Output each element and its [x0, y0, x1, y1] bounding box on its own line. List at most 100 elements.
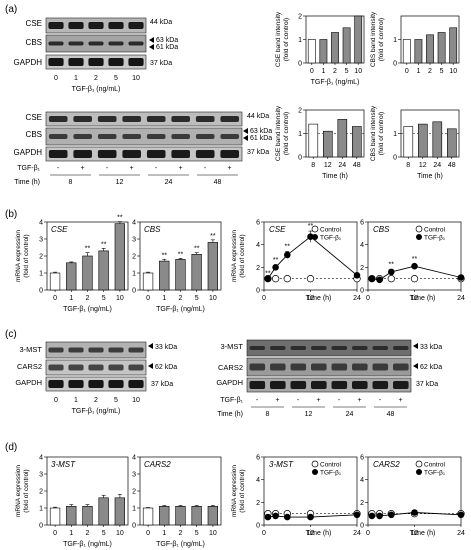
bar: [175, 505, 186, 526]
bar: [308, 123, 319, 158]
y-tick-label: 4: [360, 477, 364, 484]
y-axis-title: (fold of control): [239, 234, 246, 277]
x-tick-label: 1: [416, 68, 420, 75]
bar: [417, 123, 428, 158]
x-tick-label: 24: [433, 162, 441, 169]
gapdh-band: [290, 381, 307, 389]
y-tick-label: 1: [39, 506, 43, 513]
plot-title: 3-MST: [269, 460, 294, 469]
y-axis-title: (fold of control): [378, 18, 385, 61]
x-tick-label: 8: [311, 162, 315, 169]
gapdh-band: [171, 150, 190, 158]
cse-band: [195, 116, 215, 122]
plus-minus: +: [129, 165, 133, 172]
y-tick-label: 0: [393, 61, 397, 68]
3mst-band: [372, 346, 389, 350]
blot-label-gapdh: GAPDH: [14, 58, 43, 67]
kda-label: 61 kDa: [156, 44, 178, 51]
y-tick-label: 4: [256, 242, 260, 249]
tgf-point: [264, 275, 272, 283]
cars2-band: [48, 364, 64, 371]
x-tick-label: 10: [449, 68, 457, 75]
x-tick-label: 2: [179, 530, 183, 537]
cars2-band: [108, 364, 124, 371]
bar: [114, 497, 125, 526]
y-axis-title: mRNA expression: [15, 465, 22, 517]
3mst-band: [311, 346, 327, 350]
y-tick-label: 4: [39, 220, 43, 227]
cse-band: [97, 116, 117, 122]
x-tick-label: 12: [419, 162, 427, 169]
cbs-band: [48, 41, 64, 46]
tgf-point: [388, 511, 395, 519]
y-tick-label: 1: [393, 37, 397, 44]
y-tick-label: 1: [393, 131, 397, 138]
x-tick-label: 24: [353, 295, 361, 302]
y-tick-label: 2: [298, 108, 302, 115]
y-tick-label: 4: [360, 242, 364, 249]
blot-label-cars2: CARS2: [17, 362, 42, 371]
x-axis-title: Time (h): [410, 295, 436, 302]
significance-mark: **: [285, 243, 291, 250]
y-axis-title: (fold of control): [23, 234, 30, 277]
tgf-point: [368, 275, 376, 283]
tgf-row-label: TGF-β₁: [17, 165, 40, 172]
y-tick-label: 0: [132, 523, 136, 530]
cse-band: [171, 116, 190, 122]
bar: [331, 32, 339, 64]
panel-label-c: (c): [5, 329, 17, 340]
control-point: [387, 275, 395, 283]
x-axis-title: TGF-β₁ (ng/mL): [72, 408, 121, 415]
bar: [322, 130, 333, 158]
y-tick-label: 2: [360, 500, 364, 507]
y-tick-label: 4: [132, 455, 136, 462]
time-row-label: Time (h): [217, 411, 243, 418]
blot-row-gapdh: [45, 146, 243, 162]
kda-label: 61 kDa: [250, 135, 272, 142]
y-tick-label: 1: [298, 37, 302, 44]
legend-control-icon: [311, 225, 319, 233]
tgf-line: [267, 236, 358, 279]
y-tick-label: 6: [256, 455, 260, 462]
conc-tick: 2: [94, 397, 98, 404]
band-arrow-icon: [243, 135, 248, 141]
bar: [319, 39, 328, 64]
legend-control-icon: [415, 460, 423, 468]
gapdh-band: [48, 380, 64, 388]
y-tick-label: 0: [393, 155, 397, 162]
y-axis-title: (fold of control): [283, 18, 290, 61]
panel-label-a: (a): [5, 4, 17, 15]
y-axis-title: CBS band intensity: [370, 11, 377, 67]
cars2-band: [372, 363, 389, 371]
x-tick-label: 0: [366, 530, 370, 537]
bar: [114, 223, 125, 291]
3mst-band: [108, 347, 124, 353]
plus-minus: +: [227, 165, 231, 172]
x-tick-label: 5: [345, 68, 349, 75]
tgf-point: [457, 511, 465, 519]
x-tick-label: 48: [448, 162, 456, 169]
band-arrow-icon: [149, 44, 154, 50]
cars2-band: [128, 364, 144, 371]
cse-band: [73, 116, 92, 122]
tgf-point: [411, 262, 418, 270]
y-tick-label: 0: [256, 523, 260, 530]
time-row-label: Time (h): [14, 179, 40, 186]
bar: [426, 34, 434, 64]
plot-title: CARS2: [373, 460, 400, 469]
plus-minus: -: [338, 397, 341, 404]
cbs-band: [146, 134, 166, 139]
bar: [337, 119, 348, 158]
plus-minus: -: [57, 165, 60, 172]
3mst-band: [48, 347, 64, 353]
legend-tgf-icon: [416, 469, 422, 475]
y-axis-title: CBS band intensity: [370, 105, 377, 161]
blot-label-cse: CSE: [26, 19, 42, 28]
x-tick-label: 5: [102, 530, 106, 537]
x-tick-label: 0: [262, 530, 266, 537]
cbs-band: [97, 134, 117, 139]
bar: [82, 255, 93, 291]
x-tick-label: 24: [457, 530, 465, 537]
significance-mark: **: [101, 241, 107, 248]
blot-label-3mst: 3-MST: [20, 345, 43, 354]
